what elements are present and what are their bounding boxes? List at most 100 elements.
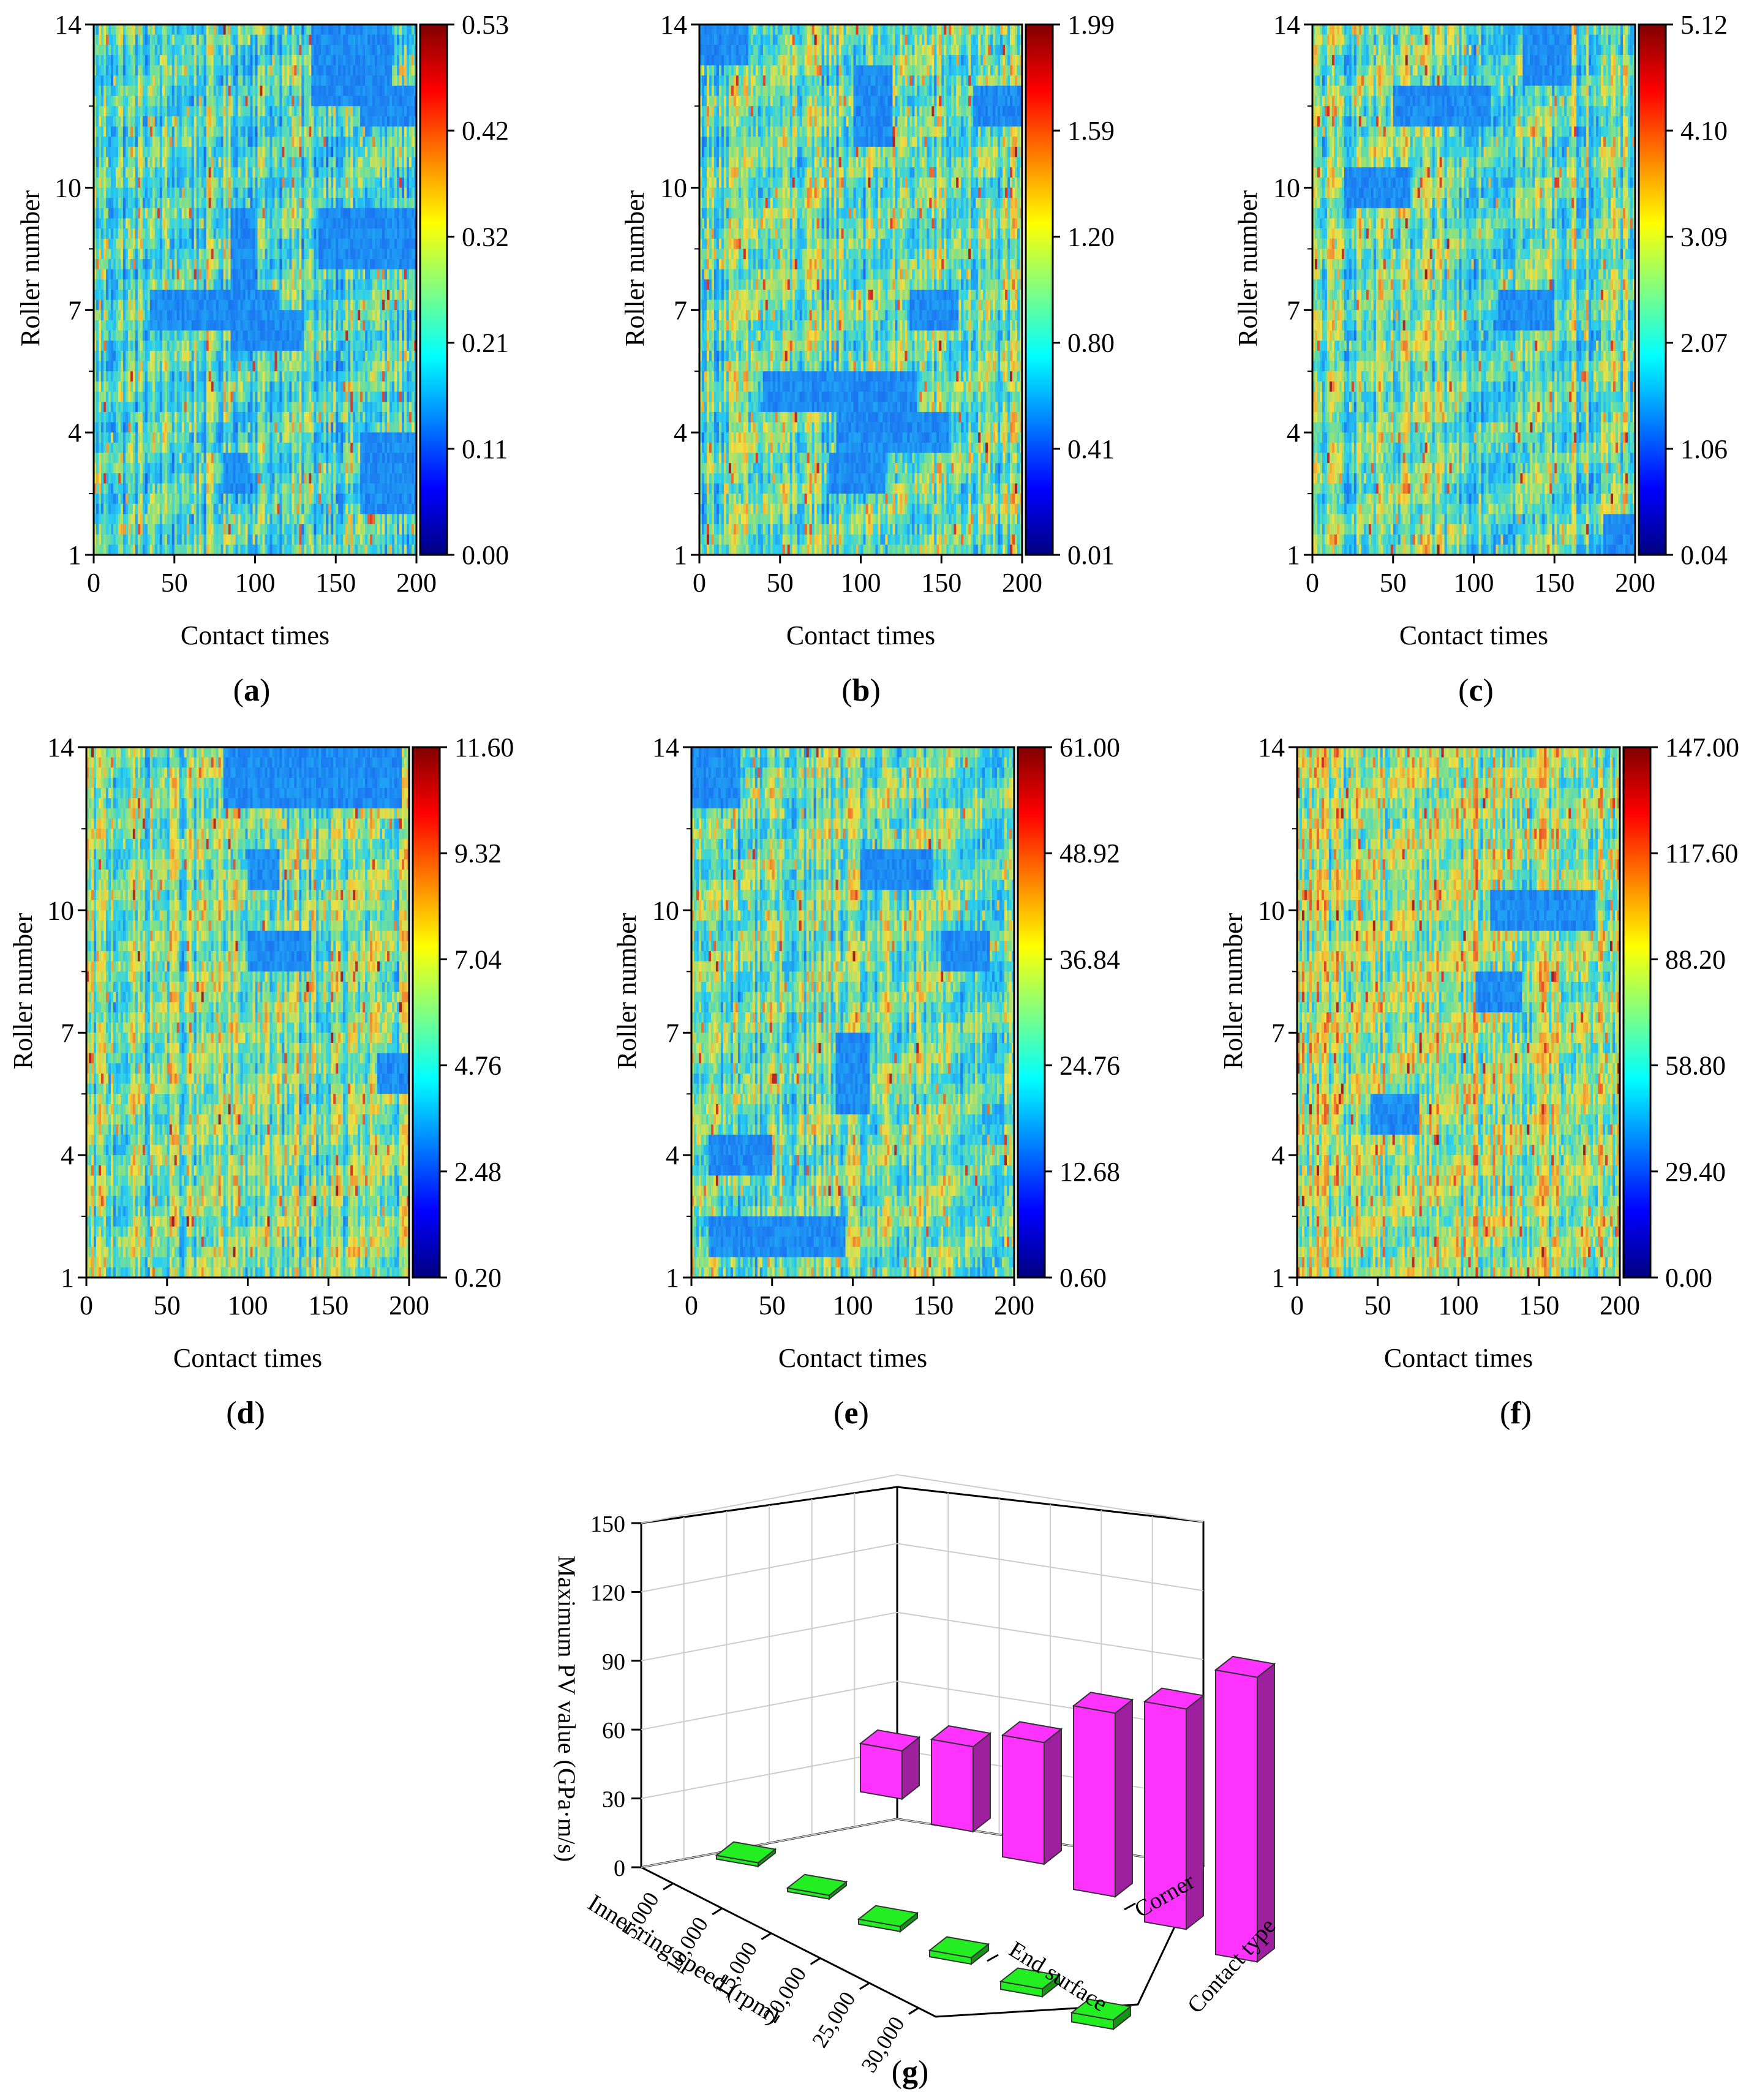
heatmap-cell: [176, 279, 180, 290]
heatmap-cell: [370, 269, 373, 280]
heatmap-cell: [203, 146, 207, 158]
heatmap-cell: [365, 320, 368, 331]
heatmap-cell: [245, 330, 249, 341]
heatmap-cell: [257, 371, 261, 382]
heatmap-cell: [367, 402, 371, 413]
heatmap-cell: [247, 330, 251, 341]
heatmap-cell: [206, 269, 209, 280]
heatmap-cell: [118, 269, 121, 280]
heatmap-cell: [213, 177, 217, 189]
heatmap-cell: [365, 259, 368, 270]
heatmap-cell: [250, 269, 254, 280]
heatmap-cell: [167, 279, 170, 290]
heatmap-cell: [213, 157, 217, 168]
heatmap-cell: [385, 116, 388, 127]
heatmap-cell: [326, 177, 329, 189]
heatmap-cell: [350, 238, 353, 249]
heatmap-cell: [274, 279, 278, 290]
heatmap-cell: [228, 45, 231, 56]
heatmap-cell: [108, 208, 111, 219]
heatmap-cell: [377, 208, 380, 219]
heatmap-cell: [223, 330, 227, 341]
heatmap-cell: [370, 341, 373, 352]
heatmap-cell: [181, 249, 185, 260]
heatmap-cell: [184, 249, 187, 260]
heatmap-cell: [196, 55, 200, 66]
heatmap-cell: [414, 106, 416, 117]
heatmap-cell: [389, 208, 393, 219]
heatmap-cell: [333, 402, 336, 413]
heatmap-cell: [196, 198, 200, 209]
heatmap-cell: [265, 279, 268, 290]
heatmap-cell: [233, 187, 236, 198]
heatmap-cell: [257, 126, 261, 137]
heatmap-cell: [404, 198, 407, 209]
heatmap-cell: [157, 361, 160, 372]
heatmap-cell: [105, 106, 109, 117]
heatmap-cell: [110, 269, 114, 280]
heatmap-cell: [282, 208, 285, 219]
heatmap-cell: [235, 116, 239, 127]
heatmap-cell: [412, 371, 415, 382]
heatmap-cell: [174, 106, 178, 117]
heatmap-cell: [152, 34, 156, 45]
heatmap-cell: [292, 259, 295, 270]
heatmap-cell: [110, 249, 114, 260]
heatmap-cell: [167, 146, 170, 158]
heatmap-cell: [316, 238, 319, 249]
heatmap-cell: [284, 85, 287, 97]
heatmap-cell: [380, 228, 383, 239]
heatmap-cell: [355, 279, 358, 290]
heatmap-cell: [98, 341, 102, 352]
heatmap-cell: [167, 55, 170, 66]
heatmap-cell: [108, 402, 111, 413]
heatmap-cell: [340, 177, 344, 189]
heatmap-cell: [201, 208, 205, 219]
heatmap-cell: [149, 208, 153, 219]
heatmap-cell: [382, 279, 385, 290]
heatmap-cell: [233, 198, 236, 209]
heatmap-cell: [147, 208, 151, 219]
heatmap-cell: [201, 350, 205, 362]
heatmap-cell: [282, 34, 285, 45]
heatmap-cell: [279, 65, 283, 76]
heatmap-cell: [171, 361, 175, 372]
heatmap-cell: [262, 259, 266, 270]
heatmap-cell: [179, 177, 182, 189]
heatmap-cell: [289, 269, 292, 280]
heatmap-cell: [340, 402, 344, 413]
heatmap-cell: [409, 208, 412, 219]
heatmap-cell: [311, 45, 314, 56]
heatmap-cell: [389, 45, 393, 56]
heatmap-cell: [233, 402, 236, 413]
heatmap-cell: [189, 75, 192, 86]
heatmap-cell: [350, 96, 353, 107]
heatmap-cell: [260, 259, 263, 270]
heatmap-cell: [282, 371, 285, 382]
heatmap-cell: [211, 371, 214, 382]
heatmap-cell: [358, 330, 361, 341]
heatmap-cell: [218, 167, 222, 178]
heatmap-cell: [113, 126, 116, 137]
heatmap-cell: [372, 279, 375, 290]
heatmap-cell: [350, 146, 353, 158]
heatmap-cell: [203, 290, 207, 301]
heatmap-cell: [265, 371, 268, 382]
heatmap-cell: [370, 320, 373, 331]
heatmap-cell: [382, 65, 385, 76]
heatmap-cell: [218, 310, 222, 321]
heatmap-cell: [365, 341, 368, 352]
heatmap-cell: [147, 259, 151, 270]
heatmap-cell: [164, 249, 168, 260]
heatmap-cell: [125, 299, 129, 310]
heatmap-cell: [382, 238, 385, 249]
heatmap-cell: [125, 34, 129, 45]
heatmap-cell: [321, 218, 324, 229]
heatmap-cell: [296, 310, 299, 321]
heatmap-cell: [345, 269, 348, 280]
heatmap-cell: [113, 65, 116, 76]
heatmap-cell: [98, 391, 102, 402]
heatmap-cell: [399, 167, 402, 178]
heatmap-cell: [292, 187, 295, 198]
heatmap-cell: [130, 55, 134, 66]
